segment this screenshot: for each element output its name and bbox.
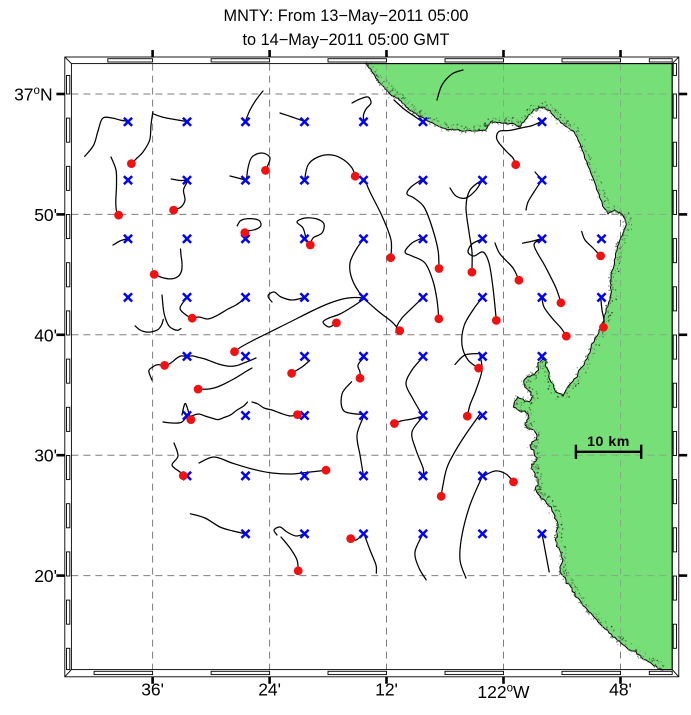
svg-text:122oW: 122oW bbox=[477, 682, 530, 702]
svg-text:36': 36' bbox=[141, 680, 164, 700]
svg-text:30': 30' bbox=[34, 446, 57, 466]
svg-text:37oN: 37oN bbox=[14, 85, 53, 105]
svg-text:48': 48' bbox=[609, 680, 632, 700]
svg-text:40': 40' bbox=[34, 325, 57, 345]
svg-text:24': 24' bbox=[258, 680, 281, 700]
svg-text:50': 50' bbox=[34, 205, 57, 225]
svg-text:20': 20' bbox=[34, 566, 57, 586]
svg-text:MNTY: From 13−May−2011 05:00: MNTY: From 13−May−2011 05:00 bbox=[224, 7, 469, 25]
svg-text:12': 12' bbox=[375, 680, 398, 700]
svg-text:10 km: 10 km bbox=[587, 434, 630, 450]
svg-text:to 14−May−2011 05:00 GMT: to 14−May−2011 05:00 GMT bbox=[243, 31, 450, 49]
